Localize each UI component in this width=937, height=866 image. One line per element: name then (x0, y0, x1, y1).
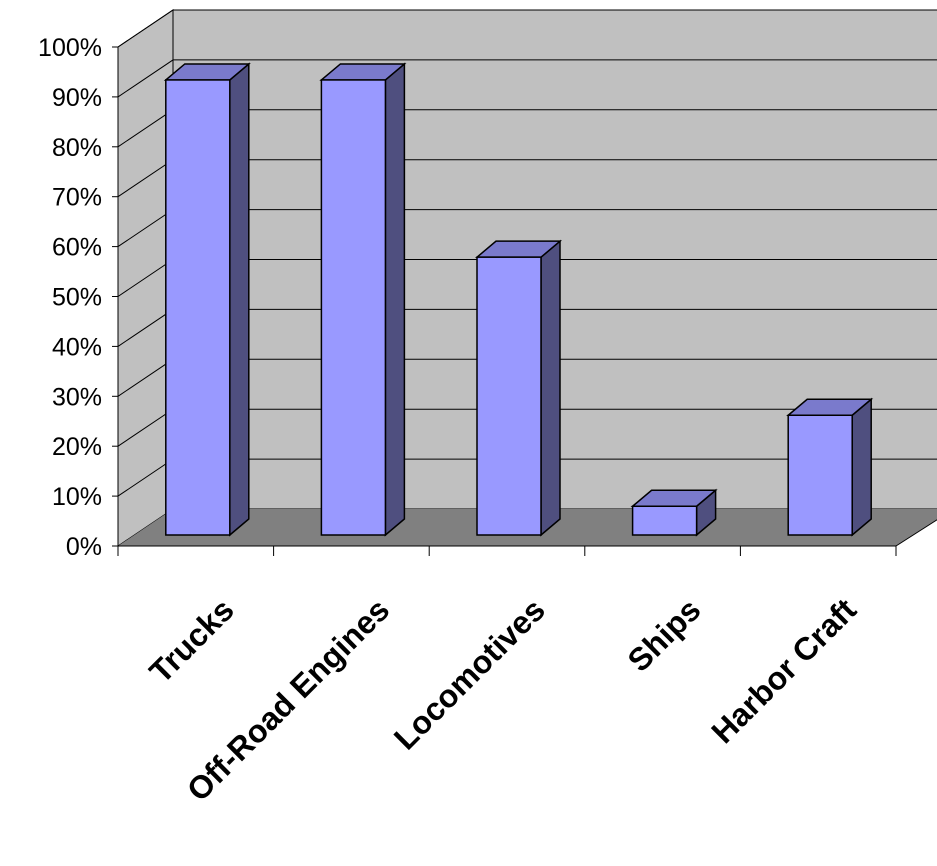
bar-ships (630, 488, 718, 537)
y-tick-label: 40% (52, 333, 102, 361)
y-tick-label: 30% (52, 383, 102, 411)
bar-off-road-engines (319, 62, 407, 537)
y-tick-label: 60% (52, 234, 102, 262)
bar-locomotives (474, 239, 563, 537)
x-tick-label: Ships (620, 591, 707, 678)
bar-side-face (384, 62, 406, 537)
axes (112, 46, 937, 556)
bar-trucks (163, 62, 251, 537)
y-tick-label: 50% (52, 284, 102, 312)
x-tick-label: Locomotives (387, 591, 552, 756)
y-tick-label: 20% (52, 433, 102, 461)
gridline (117, 59, 937, 98)
bar-harbor-craft (786, 397, 874, 537)
bar-side-face (540, 239, 561, 537)
bar-front-face (320, 79, 387, 536)
bars (163, 62, 874, 537)
y-tick-label: 90% (52, 84, 102, 112)
bar-front-face (787, 414, 853, 536)
bar-side-face (851, 397, 872, 537)
y-tick-label: 70% (52, 184, 102, 212)
y-tick-label: 100% (38, 34, 102, 62)
bar-side-face (229, 62, 250, 537)
floor-edge (895, 519, 937, 547)
y-tick-label: 80% (52, 134, 102, 162)
y-tick-labels: 0% 10% 20% 30% 40% 50% 60% 70% 80% 90% 100% (38, 34, 102, 561)
gridline (117, 9, 937, 48)
bar-front-face (476, 256, 542, 536)
bar-front-face (165, 79, 231, 536)
x-tick-label: Trucks (142, 591, 240, 689)
y-tick-label: 0% (66, 533, 102, 561)
x-tick-label: Harbor Craft (704, 591, 863, 750)
bar-front-face (631, 505, 698, 536)
y-tick-label: 10% (52, 483, 102, 511)
